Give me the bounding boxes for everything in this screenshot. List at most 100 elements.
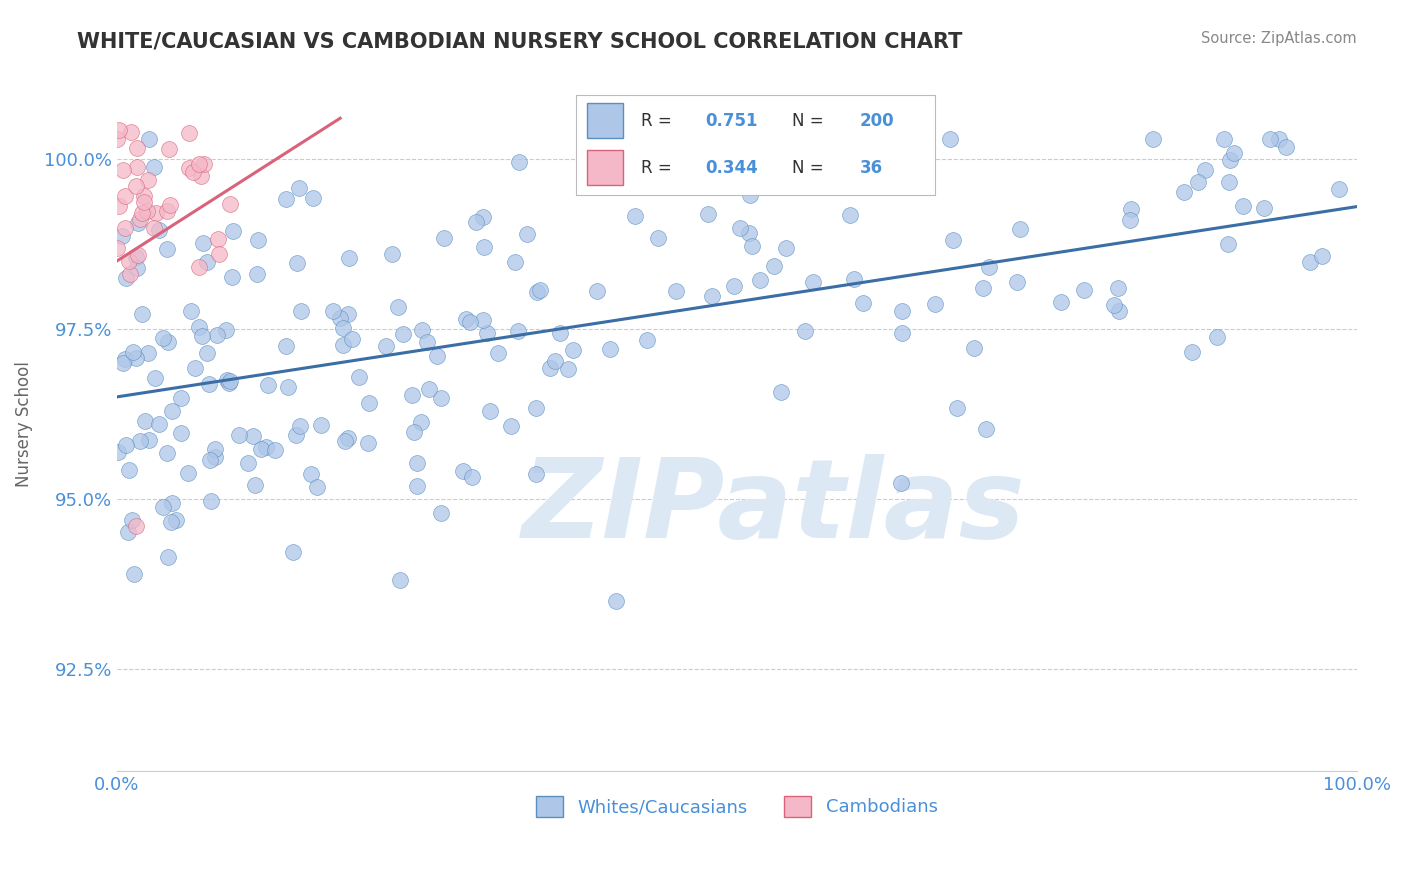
Point [1187,175,1209,189]
Point [156,334,179,349]
Point [939,131,962,145]
Point [1050,294,1073,309]
Point [105,132,128,146]
Point [526,285,548,299]
Point [120,125,142,139]
Text: ZIPatlas: ZIPatlas [522,454,1026,561]
Text: WHITE/CAUCASIAN VS CAMBODIAN NURSERY SCHOOL CORRELATION CHART: WHITE/CAUCASIAN VS CAMBODIAN NURSERY SCH… [77,31,963,51]
Point [472,240,495,254]
Point [118,268,141,282]
Point [794,324,817,338]
Point [1102,298,1125,312]
Point [219,374,242,388]
Point [332,320,354,334]
Point [891,326,914,341]
Point [204,442,226,456]
Point [1275,139,1298,153]
Point [111,229,134,244]
Point [195,346,218,360]
Point [375,339,398,353]
Point [548,326,571,340]
Point [1218,153,1240,167]
Point [219,197,242,211]
Point [257,377,280,392]
Point [524,401,547,415]
Point [208,247,231,261]
Point [458,315,481,329]
Point [156,549,179,564]
Point [131,307,153,321]
Point [193,157,215,171]
Point [524,467,547,481]
Point [852,296,875,310]
Legend: Whites/Caucasians, Cambodians: Whites/Caucasians, Cambodians [529,789,945,824]
Point [177,126,200,140]
Point [1310,249,1333,263]
Point [924,297,946,311]
Point [170,425,193,440]
Point [529,283,551,297]
Point [114,221,136,235]
Point [1181,344,1204,359]
Point [471,210,494,224]
Point [288,180,311,194]
Point [585,284,607,298]
Point [114,189,136,203]
Point [506,324,529,338]
Point [187,320,209,334]
Point [191,236,214,251]
Point [516,227,538,241]
Point [1253,201,1275,215]
Point [503,255,526,269]
Point [107,445,129,459]
Point [118,463,141,477]
Point [152,331,174,345]
Point [145,206,167,220]
Point [221,270,243,285]
Point [125,141,148,155]
Point [170,391,193,405]
Point [411,415,433,429]
Point [891,131,914,145]
Point [122,344,145,359]
Point [124,519,146,533]
Point [129,212,152,227]
Point [1218,237,1240,252]
Point [246,234,269,248]
Point [387,301,409,315]
Point [1194,162,1216,177]
Point [148,417,170,431]
Point [264,442,287,457]
Point [405,456,427,470]
Point [187,156,209,170]
Point [1142,131,1164,145]
Point [977,260,1000,275]
Point [749,273,772,287]
Point [156,242,179,256]
Point [105,241,128,255]
Point [891,303,914,318]
Point [340,332,363,346]
Point [242,429,264,443]
Point [1008,222,1031,236]
Point [254,440,277,454]
Point [180,304,202,318]
Point [337,431,360,445]
Point [946,401,969,415]
Point [623,210,645,224]
Point [456,312,478,326]
Point [245,478,267,492]
Point [228,428,250,442]
Point [1108,304,1130,318]
Point [599,343,621,357]
Point [890,476,912,491]
Point [333,434,356,449]
Point [451,464,474,478]
Point [159,198,181,212]
Point [250,442,273,457]
Point [974,422,997,436]
Point [156,446,179,460]
Point [942,233,965,247]
Point [401,388,423,402]
Point [430,506,453,520]
